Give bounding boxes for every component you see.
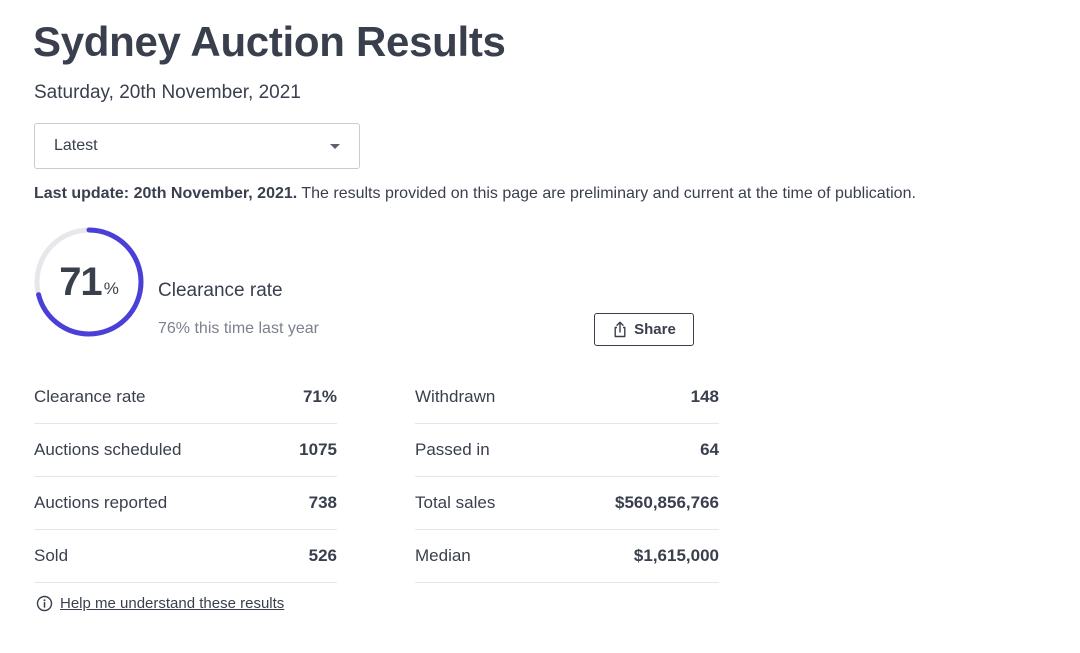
select-value: Latest bbox=[54, 137, 98, 154]
share-label: Share bbox=[634, 321, 676, 338]
help-link[interactable]: Help me understand these results bbox=[36, 595, 284, 612]
clearance-rate-comparison: 76% this time last year bbox=[158, 320, 319, 337]
stat-label: Auctions reported bbox=[34, 493, 168, 512]
clearance-rate-label: Clearance rate bbox=[158, 280, 283, 301]
stat-value: 526 bbox=[308, 546, 337, 565]
stat-value: $1,615,000 bbox=[633, 546, 719, 565]
stat-row-passed-in: Passed in 64 bbox=[415, 424, 719, 477]
stats-table-right: Withdrawn 148 Passed in 64 Total sales $… bbox=[415, 371, 719, 583]
stat-value: 1075 bbox=[299, 440, 337, 459]
share-button[interactable]: Share bbox=[594, 313, 694, 346]
stats-table-left: Clearance rate 71% Auctions scheduled 10… bbox=[34, 371, 337, 583]
stat-row-auctions-reported: Auctions reported 738 bbox=[34, 477, 337, 530]
results-period-select[interactable]: Latest bbox=[34, 123, 360, 169]
clearance-rate-gauge: 71 % bbox=[33, 226, 145, 338]
stat-value: $560,856,766 bbox=[615, 493, 719, 512]
info-icon bbox=[36, 595, 53, 612]
gauge-fill bbox=[34, 227, 144, 337]
share-icon bbox=[614, 321, 626, 338]
stat-label: Total sales bbox=[415, 493, 496, 512]
results-date: Saturday, 20th November, 2021 bbox=[34, 82, 301, 103]
stat-label: Withdrawn bbox=[415, 387, 496, 406]
stat-row-clearance-rate: Clearance rate 71% bbox=[34, 371, 337, 424]
help-link-label: Help me understand these results bbox=[60, 595, 285, 612]
notice-text: The results provided on this page are pr… bbox=[297, 185, 916, 202]
stat-value: 64 bbox=[700, 440, 719, 459]
stat-row-sold: Sold 526 bbox=[34, 530, 337, 583]
stat-value: 148 bbox=[690, 387, 719, 406]
stat-row-withdrawn: Withdrawn 148 bbox=[415, 371, 719, 424]
page-title: Sydney Auction Results bbox=[33, 18, 506, 65]
gauge-ring bbox=[34, 227, 144, 337]
stat-label: Median bbox=[415, 546, 471, 565]
stat-value: 738 bbox=[308, 493, 337, 512]
gauge-value: 71 bbox=[59, 259, 102, 304]
stat-label: Passed in bbox=[415, 440, 490, 459]
stat-row-median: Median $1,615,000 bbox=[415, 530, 719, 583]
stat-row-auctions-scheduled: Auctions scheduled 1075 bbox=[34, 424, 337, 477]
chevron-down-icon bbox=[330, 143, 340, 149]
stat-value: 71% bbox=[302, 387, 337, 406]
stat-row-total-sales: Total sales $560,856,766 bbox=[415, 477, 719, 530]
last-update-notice: Last update: 20th November, 2021. The re… bbox=[34, 185, 916, 203]
stat-label: Clearance rate bbox=[34, 387, 146, 406]
stat-label: Sold bbox=[34, 546, 69, 565]
stat-label: Auctions scheduled bbox=[34, 440, 182, 459]
gauge-unit: % bbox=[103, 279, 119, 298]
last-update-date: Last update: 20th November, 2021. bbox=[34, 185, 298, 202]
